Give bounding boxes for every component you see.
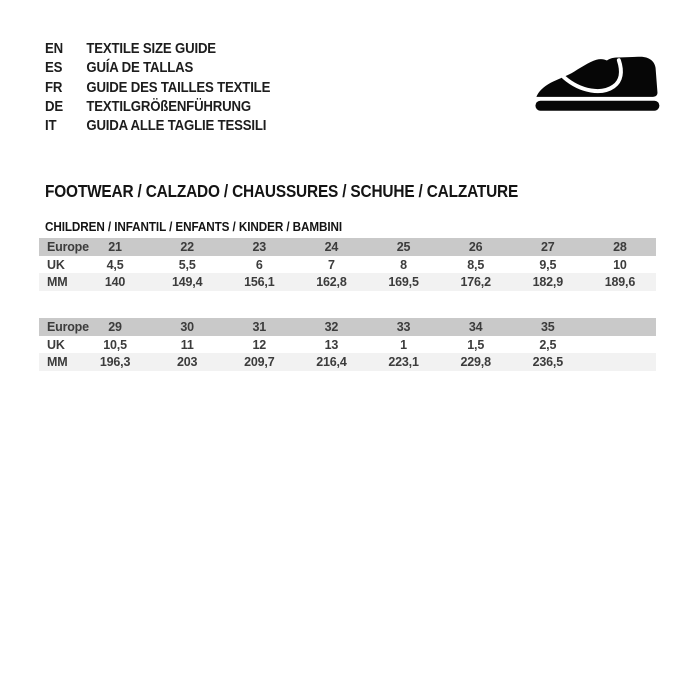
- language-title: GUIDA ALLE TAGLIE TESSILI: [86, 117, 267, 135]
- language-code: EN: [45, 40, 63, 57]
- table-row-mm: MM 196,3 203 209,7 216,4 223,1 229,8 236…: [39, 353, 656, 372]
- language-title: TEXTILE SIZE GUIDE: [86, 40, 216, 57]
- language-row: EN TEXTILE SIZE GUIDE: [45, 39, 270, 58]
- row-label: Europe: [47, 319, 89, 334]
- language-code: ES: [45, 59, 63, 77]
- section-subtitle: CHILDREN / INFANTIL / ENFANTS / KINDER /…: [45, 219, 343, 234]
- size-cell: 162,8: [316, 275, 347, 290]
- language-code: IT: [45, 117, 57, 135]
- size-cell: 23: [252, 239, 267, 254]
- size-cell: 149,4: [172, 275, 203, 290]
- size-cell: 216,4: [316, 355, 347, 370]
- size-cell: 1,5: [467, 337, 485, 352]
- size-cell: 1: [400, 337, 407, 352]
- size-cell: 31: [252, 319, 267, 334]
- size-cell: 8: [400, 257, 407, 272]
- row-label: MM: [47, 275, 68, 290]
- size-cell: 169,5: [388, 275, 419, 290]
- size-cell: 7: [328, 257, 335, 272]
- language-row: IT GUIDA ALLE TAGLIE TESSILI: [45, 116, 270, 135]
- section-title: FOOTWEAR / CALZADO / CHAUSSURES / SCHUHE…: [45, 181, 519, 201]
- size-cell: 29: [108, 319, 122, 334]
- size-cell: 8,5: [467, 257, 485, 272]
- size-cell: 21: [108, 239, 122, 254]
- size-cell: 27: [541, 239, 555, 254]
- size-cell: 12: [252, 337, 267, 352]
- size-cell: 25: [396, 239, 411, 254]
- size-cell: 13: [324, 337, 339, 352]
- table-row-mm: MM 140 149,4 156,1 162,8 169,5 176,2 182…: [39, 273, 656, 292]
- size-cell: 10,5: [103, 337, 127, 352]
- size-cell: 2,5: [539, 337, 557, 352]
- size-cell: 196,3: [99, 355, 131, 370]
- size-cell: 6: [255, 257, 263, 272]
- size-cell: 140: [104, 275, 126, 290]
- row-label: UK: [47, 337, 65, 352]
- size-cell: 9,5: [539, 257, 557, 272]
- table-row-europe: Europe 21 22 23 24 25 26 27 28: [39, 238, 656, 256]
- size-cell: 223,1: [388, 355, 419, 370]
- size-cell: 30: [180, 319, 194, 334]
- size-cell: [584, 318, 656, 336]
- size-cell: 22: [180, 239, 194, 254]
- language-title: GUÍA DE TALLAS: [86, 59, 194, 77]
- size-cell: 5,5: [178, 257, 196, 272]
- size-cell: 24: [324, 239, 339, 254]
- size-cell: 34: [468, 319, 483, 334]
- size-cell: 203: [177, 355, 198, 370]
- size-cell: 189,6: [604, 275, 636, 290]
- language-row: DE TEXTILGRÖßENFÜHRUNG: [45, 97, 270, 116]
- size-table-children-2: Europe 29 30 31 32 33 34 35 UK 10,5 11 1…: [39, 318, 656, 372]
- language-list: EN TEXTILE SIZE GUIDE ES GUÍA DE TALLAS …: [45, 39, 270, 135]
- size-cell: 182,9: [532, 275, 563, 290]
- language-code: DE: [45, 97, 63, 115]
- size-cell: 11: [180, 337, 194, 352]
- size-cell: 156,1: [244, 275, 275, 290]
- row-label: MM: [47, 355, 68, 370]
- table-row-uk: UK 4,5 5,5 6 7 8 8,5 9,5 10: [39, 255, 656, 274]
- size-cell: 10: [613, 257, 627, 272]
- size-cell: 26: [468, 239, 483, 254]
- language-title: TEXTILGRÖßENFÜHRUNG: [86, 97, 251, 115]
- table-row-uk: UK 10,5 11 12 13 1 1,5 2,5: [39, 335, 656, 354]
- language-row: FR GUIDE DES TAILLES TEXTILE: [45, 78, 270, 97]
- size-cell: 35: [541, 319, 555, 334]
- size-cell: 33: [396, 319, 411, 334]
- size-cell: 236,5: [532, 355, 563, 370]
- row-label: Europe: [47, 239, 89, 254]
- language-code: FR: [45, 78, 63, 96]
- size-cell: [584, 353, 656, 371]
- size-cell: 229,8: [460, 355, 491, 370]
- children-shoe-icon: [524, 47, 667, 123]
- table-row-europe: Europe 29 30 31 32 33 34 35: [39, 318, 656, 336]
- row-label: UK: [47, 257, 65, 272]
- size-cell: 4,5: [106, 257, 124, 272]
- language-row: ES GUÍA DE TALLAS: [45, 58, 270, 77]
- size-cell: [584, 336, 656, 354]
- size-cell: 28: [613, 239, 627, 254]
- size-cell: 32: [324, 319, 339, 334]
- size-table-children-1: Europe 21 22 23 24 25 26 27 28 UK 4,5 5,…: [39, 238, 656, 292]
- size-cell: 209,7: [244, 355, 275, 370]
- size-cell: 176,2: [460, 275, 491, 290]
- language-title: GUIDE DES TAILLES TEXTILE: [86, 78, 271, 96]
